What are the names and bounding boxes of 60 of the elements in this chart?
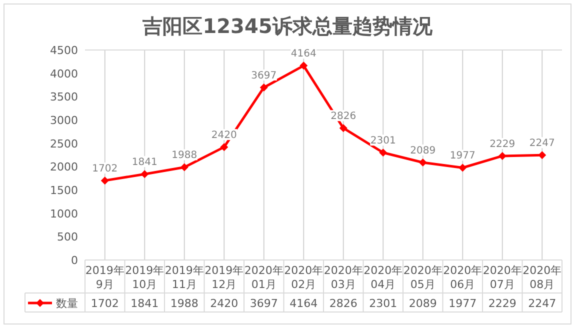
x-tick-label: 2019年 11月 xyxy=(164,264,204,291)
x-tick-label: 2019年 12月 xyxy=(204,264,244,291)
x-tick-label: 2019年 10月 xyxy=(125,264,164,291)
data-label: 3697 xyxy=(251,70,277,82)
text: 2420 xyxy=(210,297,238,310)
chart-title: 吉阳区12345诉求总量趋势情况 xyxy=(142,14,434,38)
x-tick-label: 2020年 03月 xyxy=(324,264,363,291)
y-tick-label: 0 xyxy=(71,254,78,267)
point xyxy=(100,176,109,185)
point xyxy=(418,158,427,167)
data-label: 1702 xyxy=(92,164,118,175)
legend-label: 数量 xyxy=(56,297,78,310)
y-tick-label: 1500 xyxy=(50,184,78,197)
point xyxy=(458,164,467,172)
y-tick-label: 500 xyxy=(57,230,78,244)
data-label: 2247 xyxy=(529,138,555,150)
y-tick-label: 2000 xyxy=(50,160,78,174)
data-label: 1977 xyxy=(450,150,476,162)
data-label: 4164 xyxy=(290,48,316,60)
point xyxy=(379,148,388,157)
text: 1988 xyxy=(170,297,198,310)
data-label: 2089 xyxy=(410,146,436,157)
point xyxy=(498,152,506,160)
point xyxy=(260,83,268,92)
y-tick-label: 1000 xyxy=(50,207,78,220)
text: 1977 xyxy=(448,297,477,310)
text: 2826 xyxy=(329,297,358,310)
data-label: 1841 xyxy=(132,157,158,168)
x-tick-label: 2020年 07月 xyxy=(482,264,522,291)
text: 4164 xyxy=(290,297,318,310)
text: 3697 xyxy=(250,297,278,310)
x-tick-label: 2020年 08月 xyxy=(522,264,562,291)
text: 2229 xyxy=(488,297,516,310)
data-label: 2301 xyxy=(370,136,396,147)
point xyxy=(140,170,149,178)
y-tick-label: 3500 xyxy=(50,90,78,104)
y-tick-label: 4500 xyxy=(50,44,78,57)
x-tick-label: 2019年 9月 xyxy=(85,264,124,291)
y-tick-label: 2500 xyxy=(50,137,78,150)
x-tick-label: 2020年 05月 xyxy=(403,264,442,291)
text: 2301 xyxy=(369,297,398,310)
data-label: 1988 xyxy=(172,150,198,162)
x-tick-label: 2020年 06月 xyxy=(443,264,482,291)
x-tick-label: 2020年 01月 xyxy=(244,264,284,291)
text: 2089 xyxy=(408,297,437,310)
data-label: 2826 xyxy=(330,111,356,122)
text: 2247 xyxy=(528,297,556,310)
y-tick-label: 4000 xyxy=(50,67,78,80)
data-label: 2229 xyxy=(490,138,516,150)
x-tick-label: 2020年 02月 xyxy=(284,264,324,291)
y-tick-label: 3000 xyxy=(50,114,78,127)
point xyxy=(180,163,188,172)
point xyxy=(538,151,546,160)
point xyxy=(300,62,308,70)
point xyxy=(220,143,228,152)
point xyxy=(339,124,348,132)
text: 1841 xyxy=(130,297,159,310)
data-label: 2420 xyxy=(211,130,237,142)
x-tick-label: 2020年 04月 xyxy=(364,264,403,291)
text: 1702 xyxy=(90,297,119,310)
